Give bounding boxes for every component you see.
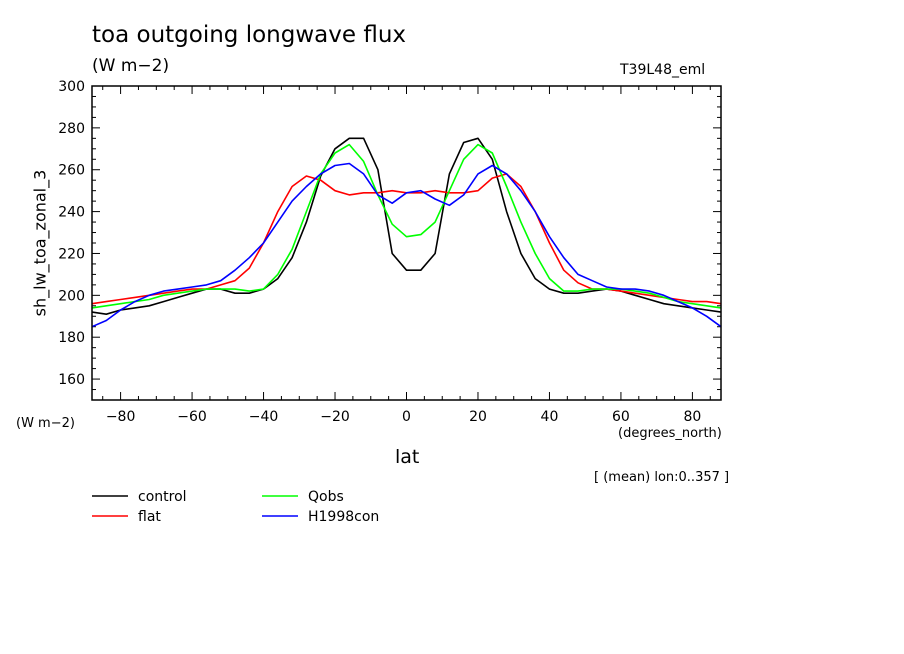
y-tick-label: 260: [58, 163, 85, 179]
y-tick-label: 160: [58, 372, 85, 388]
x-tick-label: 60: [612, 409, 630, 425]
x-tick-label: −80: [106, 409, 136, 425]
mean-note: [ (mean) lon:0..357 ]: [594, 470, 730, 485]
x-tick-label: 0: [402, 409, 411, 425]
y-tick-label: 220: [58, 246, 85, 262]
x-axis-label: lat: [395, 446, 420, 468]
x-tick-label: −40: [249, 409, 279, 425]
legend: control flat Qobs H1998con: [92, 489, 379, 525]
legend-label: Qobs: [308, 489, 344, 505]
x-axis-units: (degrees_north): [618, 426, 722, 441]
x-tick-label: −20: [320, 409, 350, 425]
x-tick-label: −60: [177, 409, 207, 425]
title-units: (W m−2): [92, 56, 170, 76]
series-line-h1998con: [91, 162, 722, 328]
experiment-label: T39L48_eml: [620, 62, 706, 78]
legend-label: control: [138, 489, 187, 505]
y-tick-label: 280: [58, 121, 85, 137]
legend-label: H1998con: [308, 509, 379, 525]
chart-title: toa outgoing longwave flux: [92, 22, 407, 48]
y-tick-label: 300: [58, 79, 85, 95]
y-tick-label: 240: [58, 205, 85, 221]
series-line-qobs: [91, 143, 722, 309]
x-tick-label: 40: [541, 409, 559, 425]
plot-frame: [91, 85, 722, 401]
series-lines: [91, 137, 722, 328]
y-tick-label: 180: [58, 330, 85, 346]
axis-ticks: −80 −60 −40 −20 0 20 40 60 80 160 180 200 220 240 260 2…: [58, 79, 721, 425]
y-tick-label: 200: [58, 288, 85, 304]
x-tick-label: 20: [469, 409, 487, 425]
y-axis-units: (W m−2): [16, 416, 75, 431]
x-tick-label: 80: [683, 409, 701, 425]
legend-label: flat: [138, 509, 161, 525]
